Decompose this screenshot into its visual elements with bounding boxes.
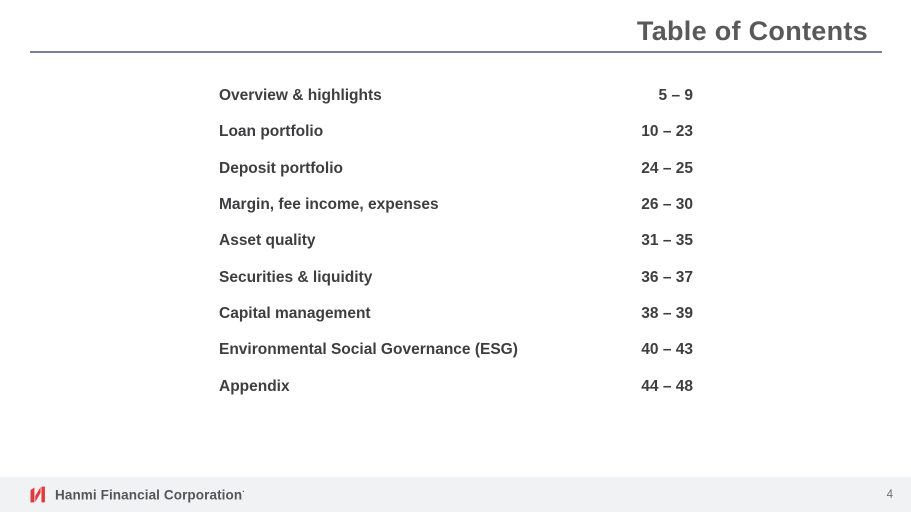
toc-entry-label: Overview & highlights: [219, 87, 382, 105]
toc-entry-label: Margin, fee income, expenses: [219, 196, 439, 214]
toc-entry: Asset quality 31 – 35: [219, 223, 693, 259]
toc-entry-pages: 26 – 30: [641, 196, 693, 214]
toc-entry: Overview & highlights 5 – 9: [219, 78, 693, 114]
toc-entry-pages: 24 – 25: [641, 159, 693, 177]
toc-entry: Margin, fee income, expenses 26 – 30: [219, 187, 693, 223]
toc-entry: Appendix 44 – 48: [219, 368, 693, 404]
toc-entry-pages: 10 – 23: [641, 123, 693, 141]
toc-entry-pages: 5 – 9: [658, 87, 693, 105]
page-title: Table of Contents: [636, 16, 868, 46]
toc-entry-label: Loan portfolio: [219, 123, 324, 141]
toc-entry-pages: 44 – 48: [641, 377, 693, 395]
toc-entry-label: Environmental Social Governance (ESG): [219, 341, 518, 359]
toc-entry-label: Asset quality: [219, 232, 316, 250]
toc-entry-pages: 36 – 37: [641, 268, 693, 286]
toc-entry: Deposit portfolio 24 – 25: [219, 151, 693, 187]
toc-entry-label: Deposit portfolio: [219, 159, 343, 177]
toc-entry-label: Capital management: [219, 304, 371, 322]
toc-entry-label: Appendix: [219, 377, 290, 395]
toc-entry: Securities & liquidity 36 – 37: [219, 259, 693, 295]
table-of-contents: Overview & highlights 5 – 9 Loan portfol…: [219, 78, 693, 405]
toc-entry-pages: 40 – 43: [641, 341, 693, 359]
title-divider-line: [30, 51, 882, 53]
toc-entry-label: Securities & liquidity: [219, 268, 373, 286]
trademark-mark: ·: [242, 486, 245, 496]
toc-entry: Environmental Social Governance (ESG) 40…: [219, 332, 693, 368]
hanmi-logo-icon: [30, 486, 45, 503]
toc-entry: Capital management 38 – 39: [219, 296, 693, 332]
slide-page-number: 4: [886, 488, 893, 501]
toc-entry-pages: 38 – 39: [641, 304, 693, 322]
footer-bar: Hanmi Financial Corporation· 4: [0, 477, 911, 512]
toc-entry: Loan portfolio 10 – 23: [219, 114, 693, 150]
toc-entry-pages: 31 – 35: [641, 232, 693, 250]
brand-name: Hanmi Financial Corporation·: [55, 486, 245, 503]
